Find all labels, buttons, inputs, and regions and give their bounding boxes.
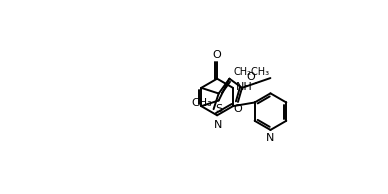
Text: N: N xyxy=(214,120,222,130)
Text: CH₂CH₃: CH₂CH₃ xyxy=(233,67,269,77)
Text: S: S xyxy=(215,104,222,114)
Text: CH₃: CH₃ xyxy=(191,98,212,108)
Text: O: O xyxy=(213,50,222,60)
Text: NH: NH xyxy=(236,82,253,92)
Text: O: O xyxy=(246,72,255,82)
Text: N: N xyxy=(266,133,275,143)
Text: O: O xyxy=(234,104,242,114)
